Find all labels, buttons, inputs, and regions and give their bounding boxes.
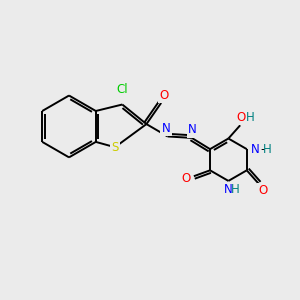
Text: N: N: [188, 123, 197, 136]
Text: S: S: [111, 141, 118, 154]
Text: H: H: [230, 183, 239, 196]
Text: O: O: [258, 184, 268, 197]
Text: -: -: [260, 142, 264, 156]
Text: O: O: [181, 172, 190, 185]
Text: N: N: [224, 183, 232, 196]
Text: Cl: Cl: [116, 83, 128, 96]
Text: N: N: [162, 122, 170, 135]
Text: H: H: [246, 111, 255, 124]
Text: H: H: [262, 142, 271, 156]
Text: O: O: [160, 89, 169, 102]
Text: O: O: [236, 111, 245, 124]
Text: N: N: [251, 142, 260, 156]
